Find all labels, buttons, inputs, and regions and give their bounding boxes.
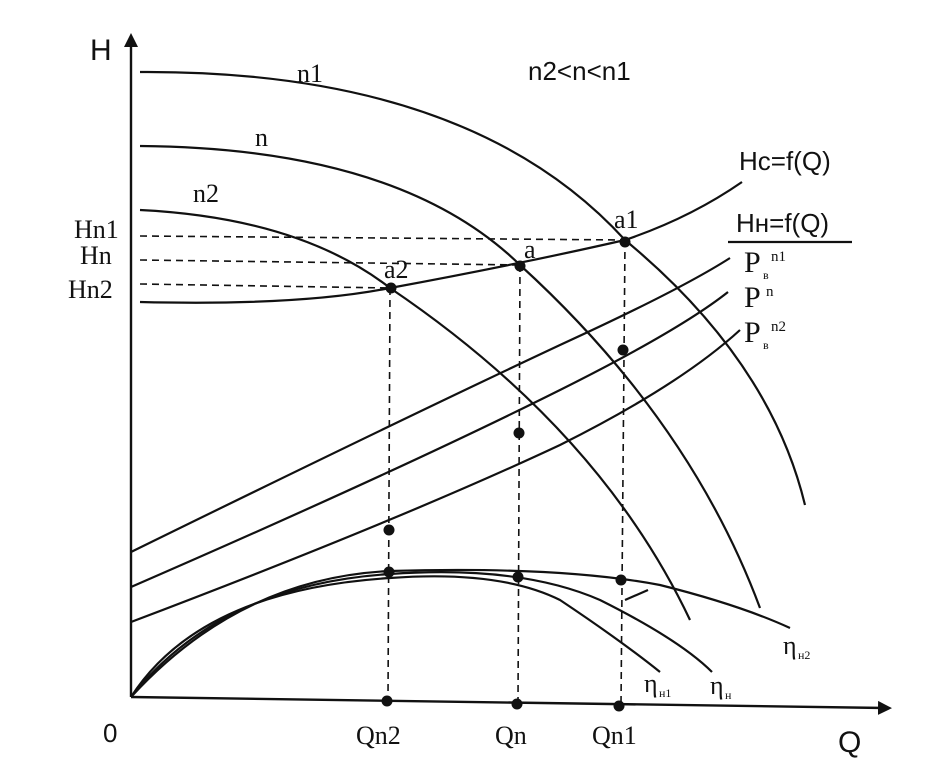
x-tick-dot-qn1 xyxy=(613,700,625,712)
efficiency-n2-label: η xyxy=(783,631,797,660)
head-curve-n2-label: n2 xyxy=(193,179,219,208)
guide-qn2 xyxy=(387,287,391,701)
x-tick-dot-qn xyxy=(511,698,523,710)
y-tick-hn1: Hn1 xyxy=(74,215,119,244)
x-axis-label: Q xyxy=(838,726,861,759)
efficiency-n-sub: н xyxy=(725,688,732,702)
head-curve-n-label: n xyxy=(255,123,268,152)
efficiency-leader xyxy=(624,588,649,602)
head-curve-n1 xyxy=(139,70,807,506)
guide-hn xyxy=(139,259,521,266)
power-n-sup: n xyxy=(766,284,774,300)
power-n2-sup: n2 xyxy=(771,319,786,335)
x-axis xyxy=(130,695,892,715)
efficiency-n-label: η xyxy=(710,671,724,700)
power-n1-sup: n1 xyxy=(771,249,786,265)
guide-hn1 xyxy=(139,235,626,241)
efficiency-n1-sub: н1 xyxy=(659,686,671,700)
guide-qn1 xyxy=(620,239,626,706)
efficiency-point-n2 xyxy=(383,566,395,578)
power-n2-sub: в xyxy=(763,338,769,352)
power-curve-n1 xyxy=(130,257,731,553)
x-tick-qn: Qn xyxy=(495,721,527,750)
head-curve-n1-label: n1 xyxy=(297,59,323,88)
speed-relation-label: n2<n<n1 xyxy=(528,56,631,86)
efficiency-curve-n2 xyxy=(130,568,791,698)
y-axis-label: H xyxy=(90,34,112,67)
point-a1-label: a1 xyxy=(614,205,639,234)
y-tick-hn: Hn xyxy=(80,241,112,270)
y-tick-hn2: Hn2 xyxy=(68,275,113,304)
efficiency-n2-sub: н2 xyxy=(798,648,810,662)
point-a xyxy=(514,260,526,272)
efficiency-curve-n1 xyxy=(130,575,661,698)
point-a2-label: a2 xyxy=(384,255,409,284)
guide-qn xyxy=(517,264,521,704)
pump-curve-label: Hн=f(Q) xyxy=(736,208,829,238)
efficiency-point-n1 xyxy=(615,574,627,586)
power-point-n xyxy=(513,427,525,439)
x-tick-qn1: Qn1 xyxy=(592,721,637,750)
efficiency-point-n xyxy=(512,571,524,583)
power-point-n1 xyxy=(617,344,629,356)
x-tick-qn2: Qn2 xyxy=(356,721,401,750)
power-n-label: P xyxy=(744,281,761,314)
power-n2-label: P xyxy=(744,316,761,349)
x-tick-dot-qn2 xyxy=(381,695,393,707)
point-a2 xyxy=(385,282,397,294)
power-point-n2 xyxy=(383,524,395,536)
system-curve-label: Hc=f(Q) xyxy=(739,146,831,176)
head-curve-n xyxy=(139,144,762,609)
guide-hn2 xyxy=(139,283,391,289)
point-a1 xyxy=(619,236,631,248)
efficiency-n1-label: η xyxy=(644,669,658,698)
efficiency-curve-n xyxy=(130,571,713,698)
origin-label: 0 xyxy=(103,718,117,748)
system-curve xyxy=(139,181,743,304)
power-n1-sub: в xyxy=(763,268,769,282)
power-curve-n xyxy=(130,291,729,589)
point-a-label: a xyxy=(524,235,536,264)
power-curve-n2 xyxy=(130,329,741,624)
power-n1-label: P xyxy=(744,246,761,279)
head-curve-n2 xyxy=(139,208,691,621)
